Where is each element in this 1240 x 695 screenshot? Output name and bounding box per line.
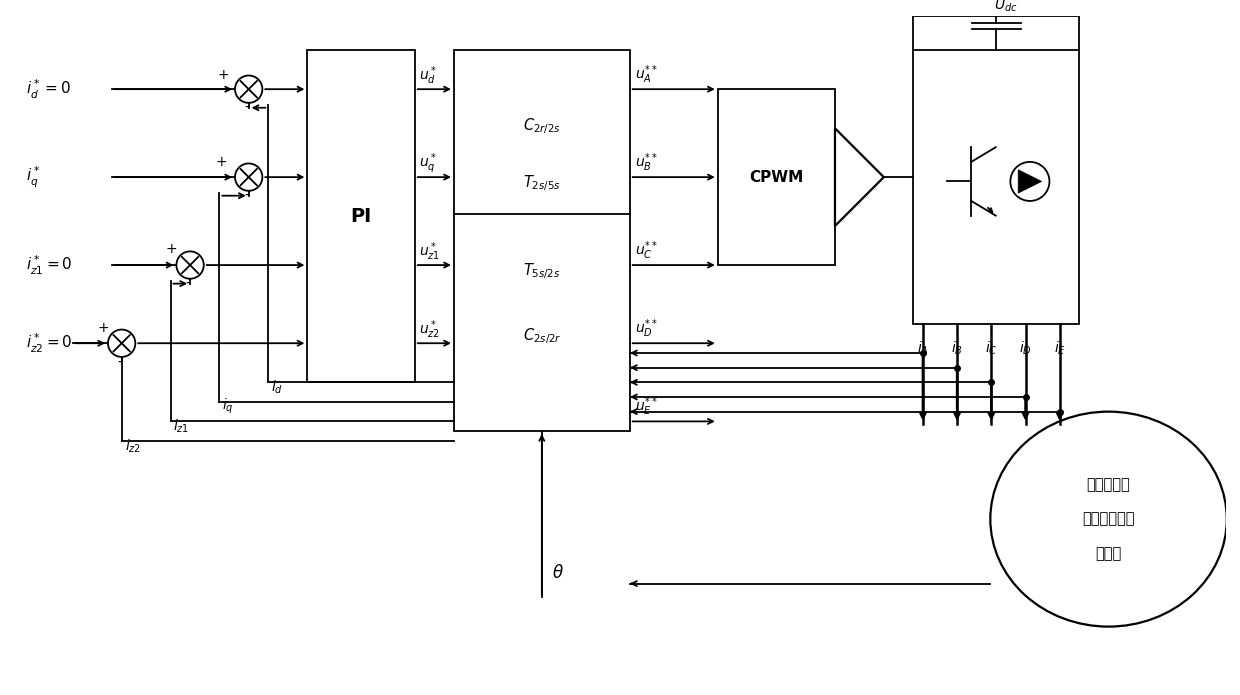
Text: $C_{2r/2s}$: $C_{2r/2s}$ [523, 116, 560, 136]
Text: 五相永磁体: 五相永磁体 [1086, 477, 1131, 493]
Circle shape [176, 252, 203, 279]
Text: $i_q$: $i_q$ [222, 397, 234, 416]
Bar [718, 89, 835, 265]
Text: $u_B^{**}$: $u_B^{**}$ [635, 152, 657, 174]
Text: +: + [216, 156, 227, 170]
Bar [308, 50, 415, 382]
Text: $u_{z2}^*$: $u_{z2}^*$ [419, 318, 440, 341]
Text: +: + [217, 67, 229, 81]
Text: $u_{z1}^*$: $u_{z1}^*$ [419, 240, 440, 263]
Text: 内嵌式容错直: 内嵌式容错直 [1083, 512, 1135, 527]
Ellipse shape [991, 411, 1226, 627]
Text: $u_E^{**}$: $u_E^{**}$ [635, 395, 657, 418]
Text: $u_A^{**}$: $u_A^{**}$ [635, 63, 657, 85]
Text: $i_d^*=0$: $i_d^*=0$ [26, 78, 71, 101]
Circle shape [108, 329, 135, 357]
Circle shape [236, 163, 263, 191]
Text: +: + [97, 320, 109, 334]
Text: -: - [117, 353, 123, 368]
Text: CPWM: CPWM [749, 170, 804, 185]
Text: $\theta$: $\theta$ [552, 564, 563, 582]
Text: -: - [185, 275, 191, 290]
Text: $i_{z1}^*=0$: $i_{z1}^*=0$ [26, 254, 72, 277]
Text: $u_C^{**}$: $u_C^{**}$ [635, 239, 657, 262]
Text: 线电机: 线电机 [1095, 546, 1122, 561]
Polygon shape [1018, 170, 1042, 193]
Text: $i_{z2}$: $i_{z2}$ [124, 437, 141, 455]
Text: $U_{dc}$: $U_{dc}$ [994, 0, 1018, 15]
Text: $u_q^*$: $u_q^*$ [419, 152, 436, 176]
Bar [454, 50, 630, 431]
Text: +: + [166, 243, 177, 256]
Text: $i_{z1}$: $i_{z1}$ [174, 418, 190, 435]
Text: $i_d$: $i_d$ [272, 379, 283, 396]
Text: PI: PI [351, 206, 372, 226]
Text: -: - [244, 99, 249, 114]
Circle shape [1011, 162, 1049, 201]
Text: $i_E$: $i_E$ [1054, 339, 1065, 357]
Text: $u_d^*$: $u_d^*$ [419, 64, 436, 87]
Text: $i_{z2}^*=0$: $i_{z2}^*=0$ [26, 332, 72, 355]
Text: $T_{2s/5s}$: $T_{2s/5s}$ [523, 174, 560, 193]
Bar [913, 50, 1079, 324]
Text: $C_{2s/2r}$: $C_{2s/2r}$ [522, 326, 560, 346]
Text: -: - [244, 187, 249, 202]
Text: $i_D$: $i_D$ [1019, 339, 1032, 357]
Text: $i_B$: $i_B$ [951, 339, 963, 357]
Text: $u_D^{**}$: $u_D^{**}$ [635, 318, 657, 340]
Circle shape [236, 76, 263, 103]
Text: $i_C$: $i_C$ [985, 339, 998, 357]
Text: $T_{5s/2s}$: $T_{5s/2s}$ [523, 261, 560, 281]
Text: $i_A$: $i_A$ [918, 339, 929, 357]
Text: $i_q^*$: $i_q^*$ [26, 165, 41, 190]
